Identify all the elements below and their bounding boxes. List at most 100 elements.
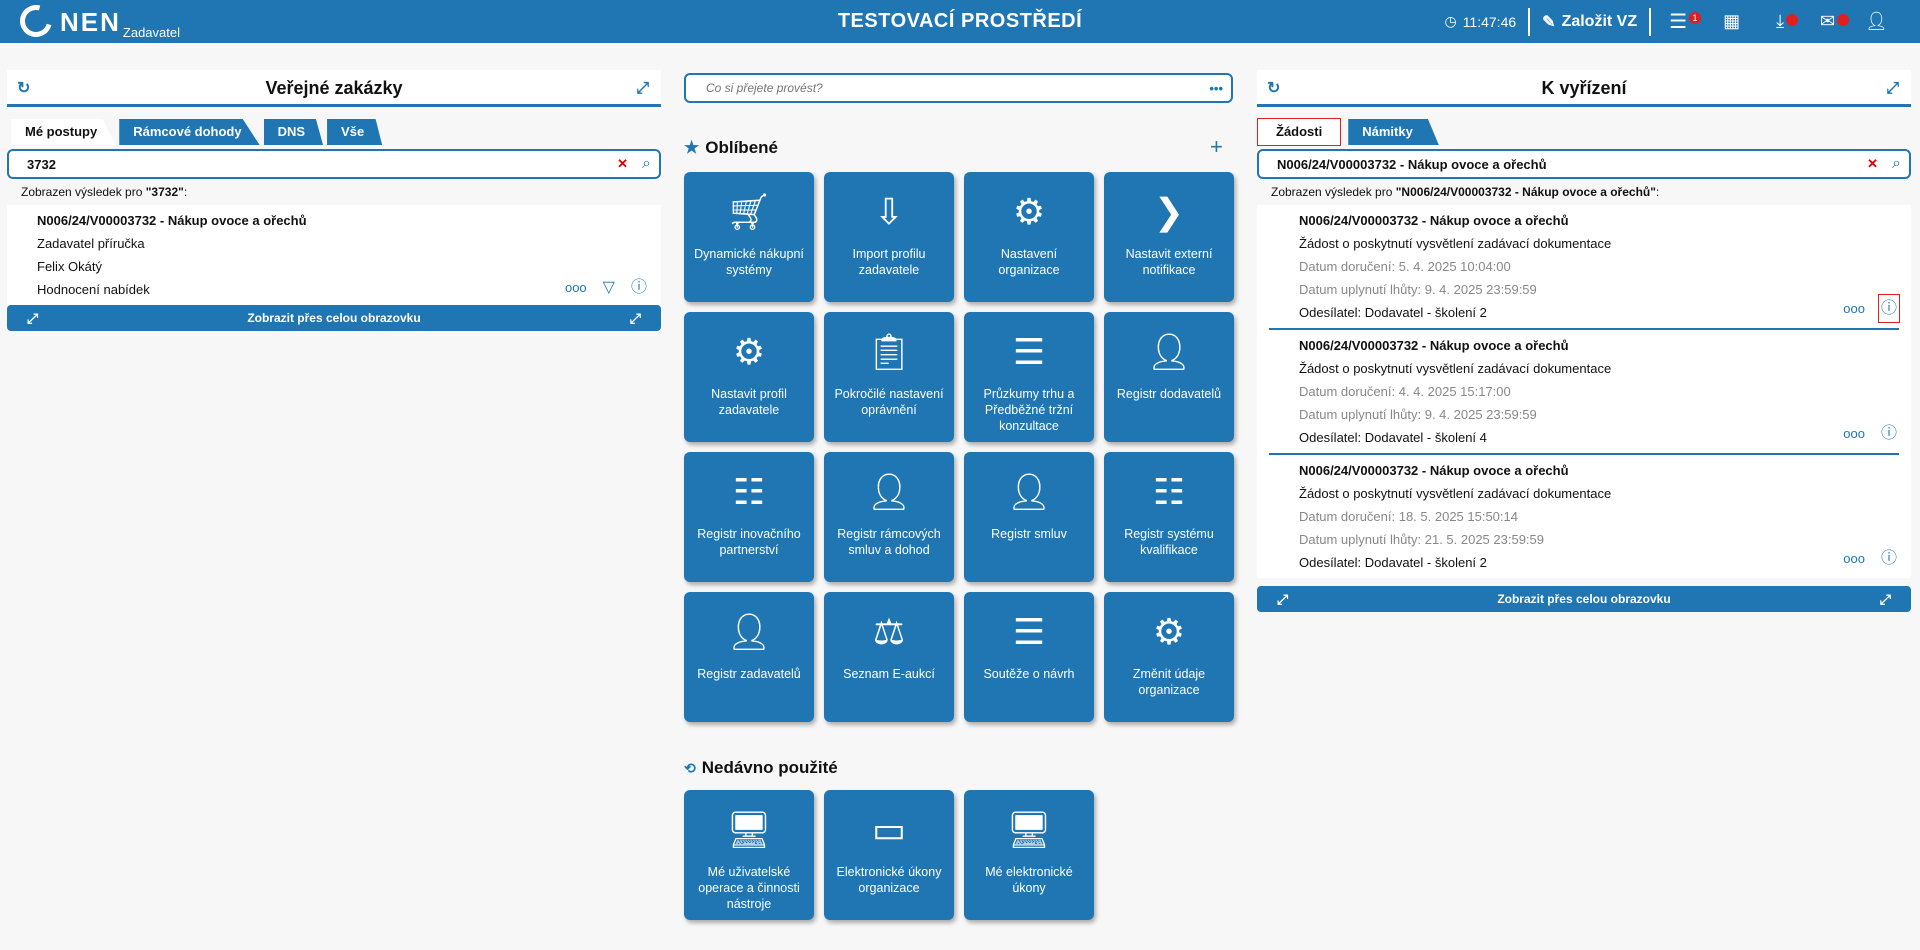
item-sender: Odesílatel: Dodavatel - školení 4 (1299, 430, 1487, 445)
result-info: Zobrazen výsledek pro "N006/24/V00003732… (1257, 179, 1911, 205)
expand-icon: ⤢ (27, 310, 39, 326)
info-icon[interactable]: ⓘ (1880, 425, 1897, 442)
refresh-icon[interactable]: ↻ (17, 80, 31, 97)
tile-import[interactable]: ⇩ Import profilu zadavatele (824, 172, 954, 302)
search-icon[interactable]: ⌕ (642, 155, 651, 172)
more-icon[interactable]: ooo (564, 280, 587, 295)
fullscreen-button[interactable]: ⤢ Zobrazit přes celou obrazovku ⤢ (7, 305, 661, 331)
tile-monitor-user[interactable]: 🖥︎ Mé elektronické úkony (964, 790, 1094, 920)
tile-gear-building[interactable]: ⚙ Nastavení organizace (964, 172, 1094, 302)
tab-all[interactable]: Vše (327, 119, 383, 145)
expand-icon: ⤢ (1277, 591, 1289, 607)
clock-time: 11:47:46 (1462, 13, 1517, 30)
tile-user-card[interactable]: 👤︎ Registr zadavatelů (684, 592, 814, 722)
nen-logo[interactable]: NEN Zadavatel (14, 0, 180, 43)
result-prefix: Zobrazen výsledek pro (21, 185, 146, 199)
request-item[interactable]: N006/24/V00003732 - Nákup ovoce a ořechů… (1269, 330, 1899, 455)
tile-user-card[interactable]: 👤︎ Registr rámcových smluv a dohod (824, 452, 954, 582)
tab-my-procedures[interactable]: Mé postupy (11, 119, 116, 145)
tile-chevron-right-circle[interactable]: ❯ Nastavit externí notifikace (1104, 172, 1234, 302)
tile-clipboard-user[interactable]: 📋︎ Pokročilé nastavení oprávnění (824, 312, 954, 442)
gear-building-icon: ⚙ (1012, 191, 1046, 232)
item-delivered: Datum doručení: 4. 4. 2025 15:17:00 (1299, 384, 1511, 399)
divider (1649, 7, 1652, 36)
requests-list: N006/24/V00003732 - Nákup ovoce a ořechů… (1257, 205, 1911, 578)
item-title[interactable]: N006/24/V00003732 - Nákup ovoce a ořechů (37, 213, 307, 228)
tile-list[interactable]: ☷ Registr inovačního partnerství (684, 452, 814, 582)
tile-label: Soutěže o návrh (983, 667, 1075, 681)
search-icon[interactable]: ⌕ (1892, 155, 1901, 172)
tile-checklist[interactable]: ☰ Průzkumy trhu a Předběžné tržní konzult… (964, 312, 1094, 442)
action-search-input[interactable] (706, 81, 1210, 95)
item-title[interactable]: N006/24/V00003732 - Nákup ovoce a ořechů (1299, 213, 1569, 228)
item-deadline: Datum uplynutí lhůty: 21. 5. 2025 23:59:… (1299, 532, 1545, 547)
filter-icon[interactable]: ▽ (602, 279, 615, 296)
requests-search-input[interactable] (1277, 156, 1868, 172)
tab-requests[interactable]: Žádosti (1256, 118, 1342, 146)
logo-text: NEN (60, 7, 121, 37)
info-icon[interactable]: ⓘ (630, 279, 647, 296)
tile-gear-building[interactable]: ⚙ Nastavit profil zadavatele (684, 312, 814, 442)
user-button[interactable]: 👤︎ (1853, 11, 1900, 32)
menu-button[interactable]: ☰ 1 (1651, 9, 1705, 34)
tile-label: Pokročilé nastavení oprávnění (834, 387, 944, 417)
refresh-icon[interactable]: ↻ (1267, 80, 1281, 97)
info-icon[interactable]: ⓘ (1880, 550, 1897, 567)
more-icon[interactable]: ••• (1209, 80, 1223, 96)
clear-icon[interactable]: ✕ (617, 156, 629, 171)
favorites-header: ★ Oblíbené (684, 138, 778, 158)
tile-cart[interactable]: 🛒︎ Dynamické nákupní systémy (684, 172, 814, 302)
tile-label: Registr systému kvalifikace (1124, 527, 1214, 557)
item-type: Žádost o poskytnutí vysvětlení zadávací … (1299, 486, 1612, 501)
item-delivered: Datum doručení: 18. 5. 2025 15:50:14 (1299, 509, 1518, 524)
item-title[interactable]: N006/24/V00003732 - Nákup ovoce a ořechů (1299, 338, 1569, 353)
more-icon[interactable]: ooo (1843, 301, 1865, 316)
more-icon[interactable]: ooo (1843, 551, 1865, 566)
expand-icon[interactable]: ⤢ (1886, 80, 1899, 97)
tile-label: Mé uživatelské operace a činnosti nástro… (698, 865, 800, 911)
create-vz-button[interactable]: ✎ Založit VZ (1530, 12, 1649, 32)
tile-monitor[interactable]: ▭ Elektronické úkony organizace (824, 790, 954, 920)
tab-dns[interactable]: DNS (263, 119, 324, 145)
tile-checklist[interactable]: ☰ Soutěže o návrh (964, 592, 1094, 722)
item-title[interactable]: N006/24/V00003732 - Nákup ovoce a ořechů (1299, 463, 1569, 478)
divider (1528, 7, 1531, 36)
clear-icon[interactable]: ✕ (1867, 156, 1879, 171)
add-favorite-button[interactable]: + (1210, 134, 1223, 159)
requests-search: ✕ ⌕ (1257, 149, 1911, 179)
tile-label: Registr inovačního partnerství (697, 527, 801, 557)
request-item[interactable]: N006/24/V00003732 - Nákup ovoce a ořechů… (1269, 205, 1901, 330)
tile-user-card[interactable]: 👤︎ Registr smluv (964, 452, 1094, 582)
tile-label: Registr zadavatelů (697, 667, 801, 681)
contracts-search-input[interactable] (27, 156, 618, 172)
tile-user-card[interactable]: 👤︎ Registr dodavatelů (1104, 312, 1234, 442)
info-icon[interactable]: ⓘ (1877, 294, 1901, 323)
item-sender: Odesílatel: Dodavatel - školení 2 (1299, 555, 1487, 570)
tile-list[interactable]: ☷ Registr systému kvalifikace (1104, 452, 1234, 582)
item-sender: Odesílatel: Dodavatel - školení 2 (1299, 305, 1487, 320)
calendar-button[interactable]: ▦ (1705, 11, 1758, 32)
tile-gavel[interactable]: ⚖ Seznam E-aukcí (824, 592, 954, 722)
tab-framework-agreements[interactable]: Rámcové dohody (119, 119, 260, 145)
expand-icon[interactable]: ⤢ (636, 80, 649, 97)
tile-label: Elektronické úkony organizace (836, 865, 942, 895)
monitor-icon: ▭ (871, 809, 906, 850)
list-item[interactable]: N006/24/V00003732 - Nákup ovoce a ořechů… (7, 205, 661, 305)
top-bar: NEN Zadavatel TESTOVACÍ PROSTŘEDÍ ◷ 11:47… (0, 0, 1920, 43)
tile-gear-building[interactable]: ⚙ Změnit údaje organizace (1104, 592, 1234, 722)
result-query: "3732" (145, 185, 184, 199)
fullscreen-button[interactable]: ⤢ Zobrazit přes celou obrazovku ⤢ (1257, 586, 1911, 612)
expand-icon: ⤢ (629, 310, 641, 326)
item-deadline: Datum uplynutí lhůty: 9. 4. 2025 23:59:5… (1299, 407, 1537, 422)
tile-monitor-user[interactable]: 🖥︎ Mé uživatelské operace a činnosti nást… (684, 790, 814, 920)
download-button[interactable]: ⤓ (1758, 11, 1802, 32)
more-icon[interactable]: ooo (1843, 426, 1865, 441)
messages-button[interactable]: ✉ (1802, 11, 1853, 32)
request-item[interactable]: N006/24/V00003732 - Nákup ovoce a ořechů… (1269, 455, 1899, 578)
mail-badge (1837, 14, 1850, 26)
panel-title: K vyřízení (1541, 78, 1627, 98)
download-icon: ⤓ (1776, 11, 1785, 31)
checklist-icon: ☰ (1012, 611, 1046, 652)
tab-objections[interactable]: Námitky (1348, 119, 1439, 145)
panel-header: ↻ K vyřízení ⤢ (1257, 70, 1911, 107)
